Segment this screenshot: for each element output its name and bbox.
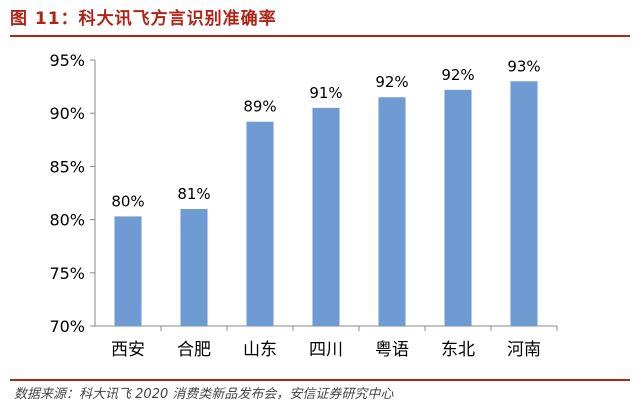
bar <box>444 89 472 327</box>
bar <box>114 216 142 326</box>
data-label: 89% <box>243 98 276 116</box>
bar <box>378 97 406 326</box>
y-tick-label: 90% <box>49 104 85 123</box>
category-label: 四川 <box>309 340 343 360</box>
data-label: 91% <box>309 84 342 102</box>
source-note: 数据来源：科大讯飞 2020 消费类新品发布会，安信证券研究中心 <box>14 383 393 407</box>
bar <box>312 107 340 326</box>
data-label: 92% <box>441 66 474 84</box>
category-label: 山东 <box>243 340 277 360</box>
y-tick-label: 95% <box>49 51 85 70</box>
bar <box>246 121 274 326</box>
bar <box>510 81 538 326</box>
category-label: 河南 <box>507 340 541 360</box>
y-tick-label: 80% <box>49 211 85 230</box>
bar <box>180 208 208 326</box>
data-label: 92% <box>375 73 408 91</box>
footer-rule <box>10 379 630 381</box>
category-label: 合肥 <box>177 340 211 360</box>
y-tick-label: 85% <box>49 157 85 176</box>
source-label: 数据来源： <box>14 387 80 402</box>
y-tick-label: 70% <box>49 317 85 336</box>
y-tick-label: 75% <box>49 264 85 283</box>
figure-title: 图 11：科大讯飞方言识别准确率 <box>10 9 277 29</box>
data-label: 93% <box>507 57 540 75</box>
category-label: 粤语 <box>375 340 409 360</box>
category-label: 西安 <box>111 340 145 360</box>
category-label: 东北 <box>441 340 475 360</box>
data-label: 80% <box>111 192 144 210</box>
source-text: 科大讯飞 2020 消费类新品发布会，安信证券研究中心 <box>79 387 394 402</box>
title-rule <box>10 35 630 37</box>
bar-chart: 70% 75% 80% 85% 90% 95% 80% 西安 81% 合肥 89% 山东 91% 四川 92… <box>49 51 558 360</box>
data-label: 81% <box>177 185 210 203</box>
